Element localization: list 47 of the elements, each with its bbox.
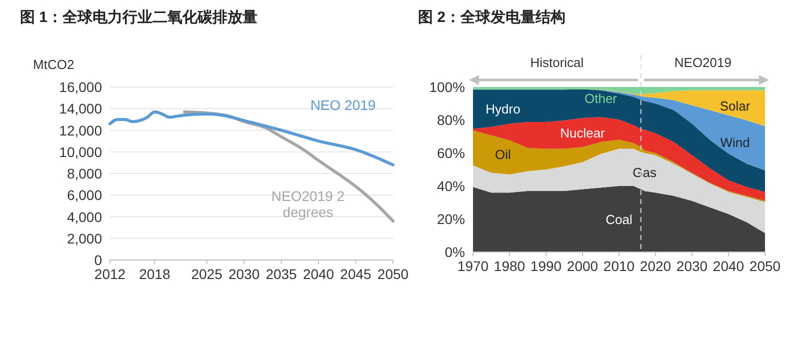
y-tick-label: 20% (436, 211, 465, 227)
y-tick-label: 4,000 (66, 208, 102, 225)
x-tick-label: 1980 (494, 258, 526, 274)
x-tick-label: 2012 (94, 266, 126, 282)
series-label: Oil (495, 147, 512, 162)
y-tick-label: 8,000 (66, 166, 102, 182)
x-tick-label: 1970 (457, 258, 489, 274)
chart-title: 图 1：全球电力行业二氧化碳排放量 (20, 9, 258, 26)
series-label: Wind (720, 135, 750, 150)
x-tick-label: 1990 (530, 258, 562, 274)
x-tick-label: 2025 (191, 266, 223, 282)
x-tick-label: 2030 (676, 258, 708, 274)
series-label: Other (584, 90, 618, 106)
series-label: Hydro (486, 101, 520, 116)
series-label: NEO 2019 (310, 96, 376, 113)
x-tick-label: 2020 (640, 258, 672, 274)
series-label: NEO2019 2 degrees (271, 188, 345, 220)
y-tick-label: 6,000 (66, 187, 102, 204)
text: Historical (530, 55, 584, 70)
y-tick-label: 2,000 (66, 230, 102, 246)
x-tick-label: 2045 (340, 266, 372, 282)
y-tick-label: 14,000 (59, 100, 102, 117)
y-tick-label: 0 (94, 252, 102, 268)
y-tick-label: 12,000 (59, 122, 102, 138)
chart-title: 图 2：全球发电量结构 (418, 9, 566, 26)
series-label: Gas (632, 164, 657, 180)
y-tick-label: 10,000 (59, 144, 102, 160)
y-tick-label: 60% (436, 145, 465, 161)
x-tick-label: 2040 (302, 266, 334, 282)
text: NEO2019 (674, 55, 732, 70)
y-axis-title: MtCO2 (33, 57, 74, 72)
y-tick-label: 80% (436, 112, 465, 128)
x-tick-label: 2018 (139, 266, 170, 282)
y-tick-label: 16,000 (59, 79, 102, 95)
y-tick-label: 40% (436, 178, 465, 194)
line-series (108, 110, 394, 166)
x-tick-label: 2040 (712, 258, 744, 274)
x-tick-label: 2010 (603, 258, 635, 274)
y-tick-label: 100% (429, 79, 465, 95)
series-label: Solar (720, 98, 751, 114)
x-tick-label: 2000 (566, 258, 598, 274)
x-tick-label: 2030 (228, 266, 260, 282)
x-tick-label: 2035 (266, 266, 298, 282)
series-label: Nuclear (560, 126, 606, 141)
x-tick-label: 2050 (749, 258, 781, 274)
y-tick-label: 0% (444, 244, 465, 260)
x-tick-label: 2050 (377, 266, 409, 282)
